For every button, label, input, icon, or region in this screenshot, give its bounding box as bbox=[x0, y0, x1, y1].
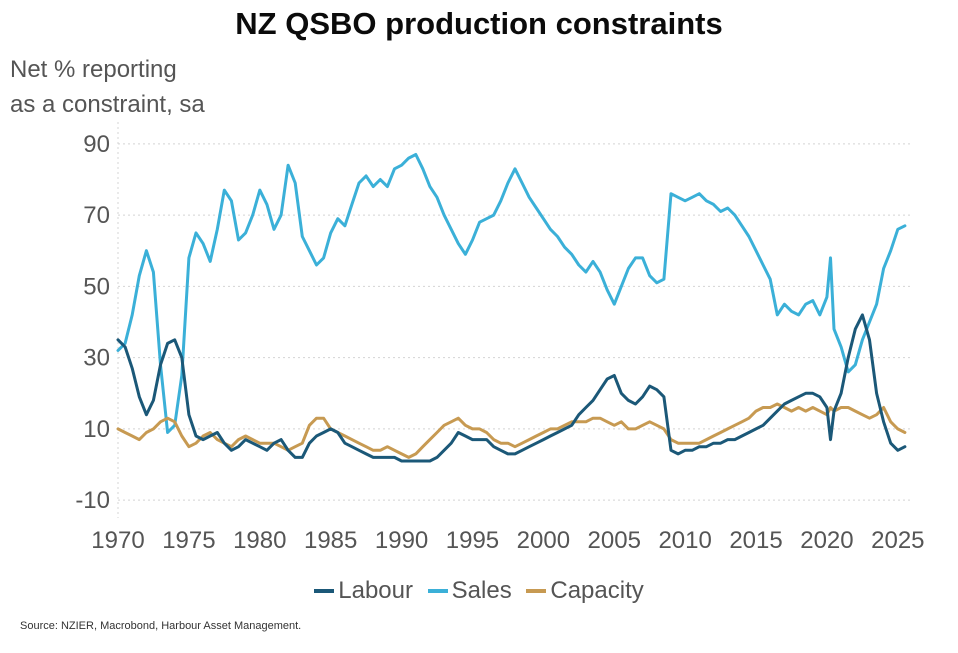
series-line-sales bbox=[116, 153, 907, 434]
y-tick-label: 50 bbox=[83, 273, 110, 300]
x-tick-label: 1975 bbox=[162, 527, 215, 554]
y-tick-label: 70 bbox=[83, 202, 110, 229]
legend-swatch-capacity bbox=[526, 589, 547, 593]
x-tick-label: 1985 bbox=[304, 527, 357, 554]
legend-label-labour: Labour bbox=[338, 577, 413, 604]
x-tick-label: 2000 bbox=[517, 527, 570, 554]
series-line-labour bbox=[116, 313, 907, 463]
y-axis-label-line-2: as a constraint, sa bbox=[10, 91, 205, 118]
chart-title: NZ QSBO production constraints bbox=[235, 6, 723, 41]
x-tick-label: 2020 bbox=[800, 527, 853, 554]
legend-swatch-labour bbox=[314, 589, 335, 593]
y-tick-label: 90 bbox=[83, 131, 110, 158]
x-tick-labels: 1970 1975 1980 1985 1990 1995 2000 2005 2010 2015… bbox=[91, 527, 924, 554]
y-tick-labels: -10 10 30 50 70 90 bbox=[75, 131, 110, 514]
legend-label-sales: Sales bbox=[451, 577, 512, 604]
gridlines bbox=[117, 122, 912, 518]
y-tick-label: 30 bbox=[83, 345, 110, 372]
y-axis-label-line-1: Net % reporting bbox=[10, 56, 177, 83]
x-tick-label: 1980 bbox=[233, 527, 286, 554]
x-tick-label: 1970 bbox=[91, 527, 144, 554]
legend-label-capacity: Capacity bbox=[550, 577, 644, 604]
x-tick-label: 1990 bbox=[375, 527, 428, 554]
legend: Labour Sales Capacity bbox=[0, 572, 958, 605]
y-tick-label: -10 bbox=[75, 487, 110, 514]
x-tick-label: 2010 bbox=[658, 527, 711, 554]
legend-swatch-sales bbox=[427, 589, 448, 593]
x-tick-label: 1995 bbox=[446, 527, 499, 554]
series-line-capacity bbox=[116, 402, 907, 459]
y-tick-label: 10 bbox=[83, 416, 110, 443]
legend-item-labour: Labour bbox=[314, 577, 413, 605]
x-tick-label: 2015 bbox=[729, 527, 782, 554]
x-tick-label: 2025 bbox=[871, 527, 924, 554]
legend-item-capacity: Capacity bbox=[526, 577, 644, 605]
series-lines bbox=[116, 153, 907, 463]
legend-item-sales: Sales bbox=[427, 577, 512, 605]
x-tick-label: 2005 bbox=[588, 527, 641, 554]
source-note: Source: NZIER, Macrobond, Harbour Asset … bbox=[20, 620, 302, 632]
